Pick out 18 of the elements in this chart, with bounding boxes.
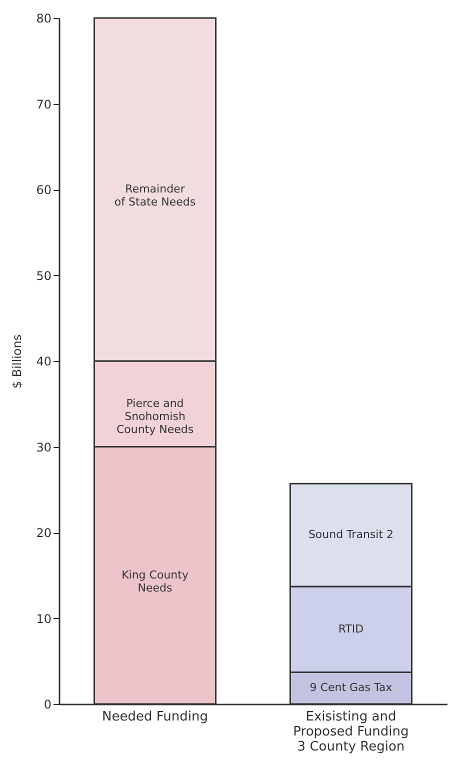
y-axis-title: $ Billions	[10, 334, 24, 389]
y-tick-label: 80	[36, 12, 52, 26]
y-tick-label: 0	[44, 698, 52, 712]
y-tick-label: 60	[36, 183, 52, 197]
series-label: Sound Transit 2	[308, 528, 394, 542]
series-label: RTID	[338, 622, 364, 636]
y-tick-label: 10	[36, 612, 52, 626]
series-label: 9 Cent Gas Tax	[310, 681, 393, 694]
x-tick-label: Needed Funding	[102, 710, 208, 724]
y-tick-label: 40	[36, 354, 52, 368]
y-tick-label: 70	[36, 97, 52, 112]
series-label: Pierce and Snohomish County Needs	[116, 396, 194, 436]
y-tick-label: 30	[36, 440, 52, 454]
series-label: King County Needs	[122, 568, 189, 594]
series-label: Remainder of State Needs	[114, 182, 196, 208]
y-tick-label: 20	[36, 526, 52, 540]
y-tick-label: 50	[36, 268, 52, 283]
x-tick-label: Exisisting and Proposed Funding 3 County Region	[293, 710, 409, 754]
